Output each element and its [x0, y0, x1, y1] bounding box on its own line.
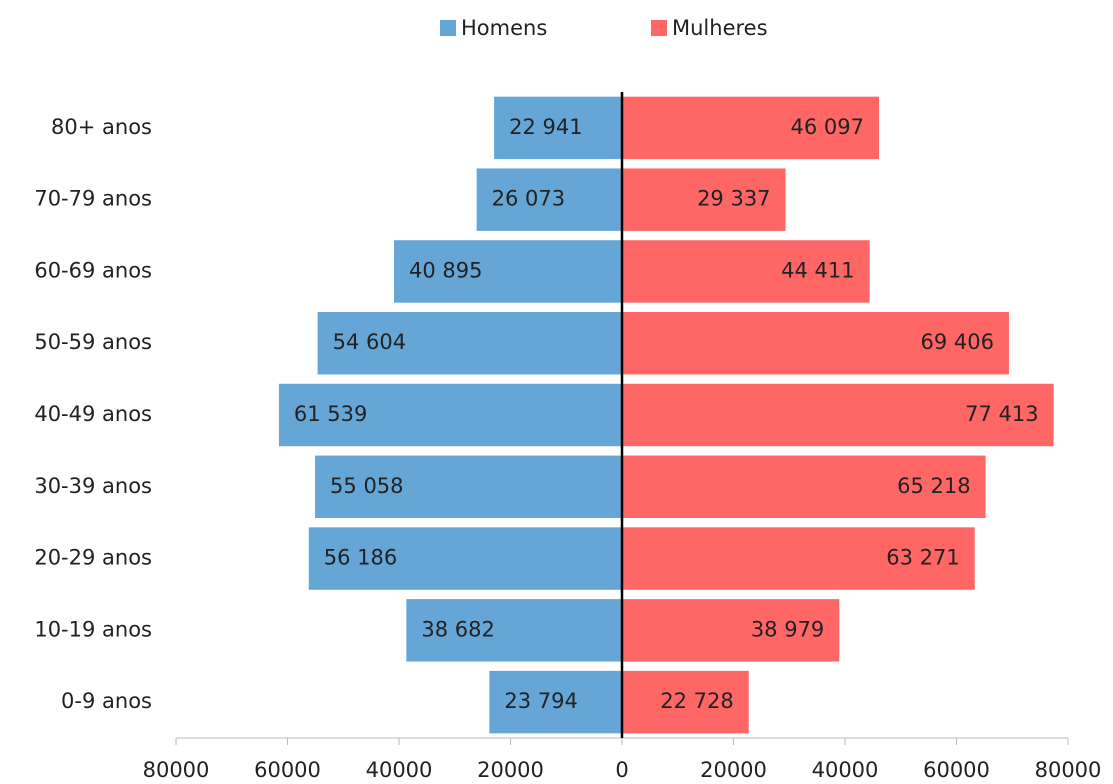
data-label: 22 941: [509, 115, 582, 139]
bar: [622, 240, 870, 303]
x-tick-label: 80000: [1035, 758, 1102, 782]
data-label: 40 895: [409, 258, 482, 282]
bar: [494, 96, 622, 160]
y-tick-label: 20-29 anos: [34, 546, 152, 570]
x-tick-label: 80000: [143, 758, 210, 782]
bar: [489, 670, 622, 734]
x-tick-label: 0: [615, 758, 628, 782]
x-tick-label: 40000: [366, 758, 433, 782]
bar: [317, 311, 622, 375]
bar: [622, 455, 986, 519]
x-tick-label: 60000: [923, 758, 990, 782]
bar: [622, 527, 975, 590]
y-tick-label: 40-49 anos: [34, 402, 152, 426]
bar: [622, 599, 840, 662]
data-label: 29 337: [697, 187, 770, 211]
y-tick-label: 80+ anos: [51, 115, 152, 139]
data-label: 77 413: [965, 402, 1038, 426]
bar: [622, 383, 1054, 447]
bar: [622, 311, 1009, 375]
y-tick-label: 70-79 anos: [34, 187, 152, 211]
data-label: 22 728: [660, 689, 733, 713]
legend-swatch: [651, 20, 667, 36]
y-tick-label: 10-19 anos: [34, 617, 152, 641]
x-tick-label: 20000: [700, 758, 767, 782]
data-label: 54 604: [333, 330, 406, 354]
y-tick-label: 50-59 anos: [34, 330, 152, 354]
data-label: 23 794: [504, 689, 577, 713]
bar: [622, 670, 749, 734]
bar: [308, 527, 622, 590]
bar: [278, 383, 622, 447]
x-tick-label: 60000: [254, 758, 321, 782]
data-label: 63 271: [886, 546, 959, 570]
y-tick-label: 0-9 anos: [61, 689, 152, 713]
bar: [406, 599, 622, 662]
data-label: 46 097: [791, 115, 864, 139]
data-label: 61 539: [294, 402, 367, 426]
data-label: 44 411: [781, 258, 854, 282]
bar: [622, 96, 879, 160]
data-label: 65 218: [897, 474, 970, 498]
bar: [622, 168, 786, 231]
data-label: 38 682: [421, 617, 494, 641]
data-label: 56 186: [324, 546, 397, 570]
data-label: 38 979: [751, 617, 824, 641]
data-label: 69 406: [920, 330, 993, 354]
legend-label: Mulheres: [672, 16, 768, 40]
legend-swatch: [440, 20, 456, 36]
data-label: 55 058: [330, 474, 403, 498]
bar: [394, 240, 622, 303]
y-tick-label: 60-69 anos: [34, 258, 152, 282]
data-label: 26 073: [492, 187, 565, 211]
y-tick-label: 30-39 anos: [34, 474, 152, 498]
x-tick-label: 40000: [812, 758, 879, 782]
bar: [315, 455, 622, 519]
legend-label: Homens: [461, 16, 547, 40]
bar: [476, 168, 622, 231]
x-tick-label: 20000: [477, 758, 544, 782]
